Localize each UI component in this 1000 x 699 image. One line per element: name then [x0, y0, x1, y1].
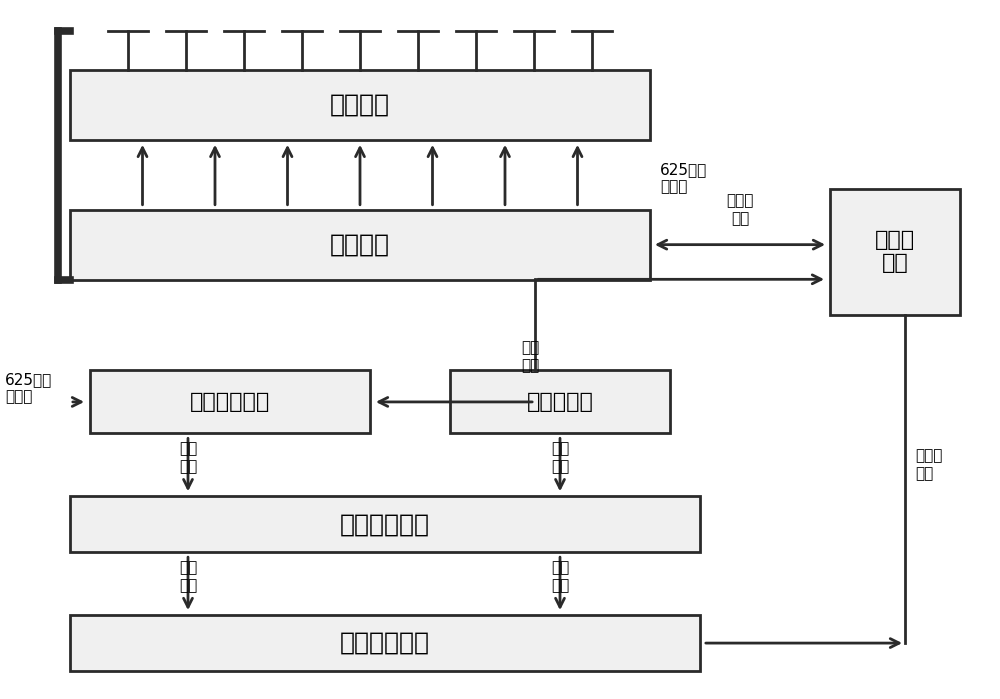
- Text: 切换
指令: 切换 指令: [521, 340, 539, 373]
- Bar: [830, 189, 960, 315]
- Text: 信号分配网络: 信号分配网络: [190, 392, 270, 412]
- Text: 625路耦
合信号: 625路耦 合信号: [5, 372, 52, 404]
- Bar: [70, 70, 650, 140]
- Bar: [450, 370, 670, 433]
- Text: 标校调
整量: 标校调 整量: [726, 194, 754, 226]
- Text: 信号特
征值: 信号特 征值: [915, 449, 942, 481]
- Text: 标校
信号: 标校 信号: [179, 442, 197, 474]
- Text: 阵列天线: 阵列天线: [330, 93, 390, 117]
- Text: 基准
信号: 基准 信号: [551, 442, 569, 474]
- Bar: [70, 615, 700, 671]
- Bar: [70, 496, 700, 552]
- Text: 基准
信号: 基准 信号: [551, 561, 569, 593]
- Text: 发射组件: 发射组件: [330, 233, 390, 257]
- Text: 恒温信道设备: 恒温信道设备: [340, 512, 430, 536]
- Bar: [90, 370, 370, 433]
- Text: 上位机
软件: 上位机 软件: [875, 230, 915, 273]
- Text: 恒温基准源: 恒温基准源: [527, 392, 593, 412]
- Text: 标校接收设备: 标校接收设备: [340, 631, 430, 655]
- Bar: [70, 210, 650, 280]
- Text: 标校
信号: 标校 信号: [179, 561, 197, 593]
- Text: 625路发
射信号: 625路发 射信号: [660, 162, 707, 194]
